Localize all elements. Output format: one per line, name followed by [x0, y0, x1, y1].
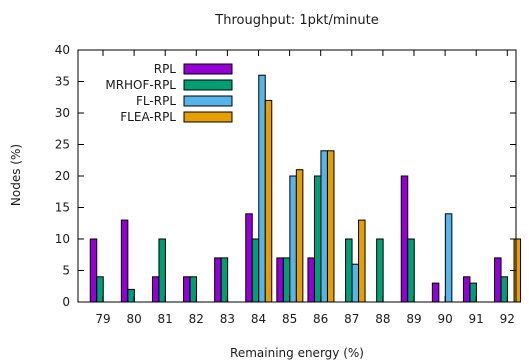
y-axis-label: Nodes (%): [9, 144, 23, 206]
y-tick-label: 25: [55, 138, 70, 152]
bar-mrhof-rpl-92: [500, 276, 509, 303]
legend-label: FL-RPL: [136, 94, 176, 108]
legend-swatch: [183, 63, 233, 75]
bar-fl-rpl-90: [444, 213, 453, 303]
x-tick-label: 80: [126, 312, 141, 326]
bar-mrhof-rpl-80: [127, 288, 135, 303]
x-axis-label: Remaining energy (%): [230, 346, 364, 360]
x-tick-label: 79: [95, 312, 110, 326]
x-tick-label: 82: [189, 312, 204, 326]
bar-mrhof-rpl-83: [220, 257, 229, 303]
bar-fl-rpl-84: [258, 74, 266, 303]
bar-flea-rpl-87: [358, 219, 366, 303]
x-tick-label: 81: [158, 312, 173, 326]
bar-mrhof-rpl-88: [376, 238, 384, 303]
bar-mrhof-rpl-86: [313, 175, 322, 303]
bar-rpl-92: [494, 257, 502, 303]
bar-rpl-79: [89, 238, 98, 303]
bar-mrhof-rpl-79: [96, 276, 104, 303]
x-tick-label: 89: [406, 312, 421, 326]
x-tick-label: 84: [251, 312, 266, 326]
y-tick-label: 20: [55, 169, 70, 183]
bar-fl-rpl-87: [351, 263, 360, 303]
x-tick-label: 86: [313, 312, 328, 326]
bar-rpl-82: [183, 276, 191, 303]
legend-label: FLEA-RPL: [120, 110, 176, 124]
chart-title: Throughput: 1pkt/minute: [214, 13, 378, 28]
bar-mrhof-rpl-84: [251, 238, 260, 303]
legend-label: RPL: [154, 62, 177, 76]
x-tick-label: 83: [220, 312, 235, 326]
x-tick-label: 88: [375, 312, 390, 326]
bar-rpl-83: [214, 257, 222, 303]
bar-rpl-80: [120, 219, 129, 303]
bar-flea-rpl-86: [326, 150, 335, 303]
bar-rpl-81: [151, 276, 160, 303]
x-tick-label: 92: [500, 312, 515, 326]
bar-mrhof-rpl-89: [407, 238, 415, 303]
bar-flea-rpl-85: [295, 169, 304, 303]
bar-mrhof-rpl-81: [158, 238, 166, 303]
bar-fl-rpl-85: [289, 175, 297, 303]
plot-frame: [77, 49, 517, 303]
bar-mrhof-rpl-87: [345, 238, 353, 303]
bar-rpl-91: [462, 276, 471, 303]
bar-rpl-85: [276, 257, 284, 303]
bar-mrhof-rpl-85: [282, 257, 291, 303]
legend-label: MRHOF-RPL: [105, 78, 176, 92]
bar-mrhof-rpl-82: [189, 276, 198, 303]
legend-swatch: [183, 79, 233, 91]
x-tick-label: 85: [282, 312, 297, 326]
bar-rpl-89: [400, 175, 409, 303]
bars-group: [89, 74, 522, 303]
y-tick-label: 0: [62, 295, 70, 309]
legend-swatch: [183, 95, 233, 107]
x-tick-label: 91: [469, 312, 484, 326]
legend: RPL MRHOF-RPL FL-RPL FLEA-RPL: [105, 62, 233, 124]
bar-mrhof-rpl-91: [469, 282, 477, 303]
bar-rpl-90: [431, 282, 440, 303]
bar-fl-rpl-86: [320, 150, 328, 303]
ticks-group: 0 5 10 15 20 25 30 35 40 79 80 81 82 83 84 85 86 87 88 89 90…: [55, 43, 516, 326]
y-tick-label: 10: [55, 232, 70, 246]
bar-rpl-86: [307, 257, 315, 303]
y-tick-label: 30: [55, 106, 70, 120]
legend-swatch: [183, 111, 233, 123]
bar-rpl-84: [245, 213, 253, 303]
y-tick-label: 15: [55, 201, 70, 215]
x-tick-label: 90: [437, 312, 452, 326]
y-tick-label: 35: [55, 75, 70, 89]
bar-flea-rpl-84: [264, 99, 273, 303]
y-tick-label: 5: [62, 264, 70, 278]
x-tick-label: 87: [344, 312, 359, 326]
y-tick-label: 40: [55, 43, 70, 57]
